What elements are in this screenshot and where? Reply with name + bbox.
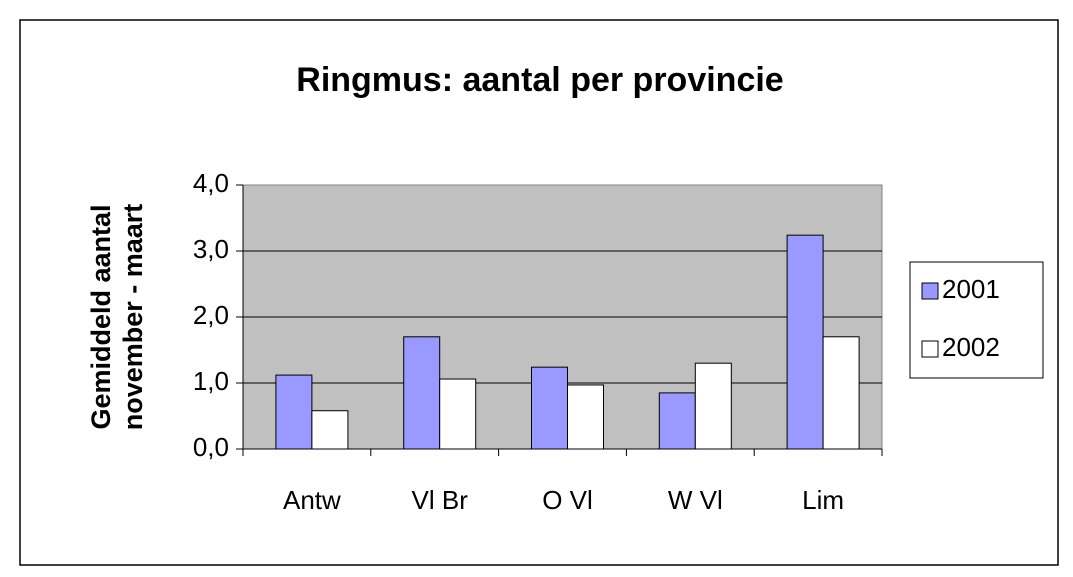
bar (275, 374, 313, 450)
legend-label: 2002 (942, 332, 1000, 362)
legend-label: 2001 (942, 274, 1000, 304)
bar (822, 336, 860, 450)
legend-swatch (921, 340, 939, 358)
y-axis-label: november - maart (118, 204, 148, 431)
bar (531, 366, 568, 450)
bar (567, 384, 604, 450)
bar (658, 392, 696, 450)
y-tick-label: 1,0 (193, 366, 229, 396)
bar (786, 234, 824, 450)
bar (694, 362, 732, 450)
y-tick-label: 2,0 (193, 300, 229, 330)
legend-swatch (921, 282, 939, 300)
legend-box (909, 261, 1044, 379)
x-tick-label: Lim (802, 485, 844, 515)
x-tick-label: W Vl (668, 485, 723, 515)
y-tick-label: 0,0 (193, 432, 229, 462)
x-tick-label: Vl Br (412, 485, 469, 515)
y-tick-label: 3,0 (193, 234, 229, 264)
y-axis-label: Gemiddeld aantal (86, 204, 116, 429)
chart-title: Ringmus: aantal per provincie (296, 61, 783, 99)
bar (403, 336, 441, 450)
y-tick-label: 4,0 (193, 168, 229, 198)
x-tick-label: Antw (283, 485, 341, 515)
bar (311, 410, 349, 450)
bar (439, 378, 477, 450)
x-tick-label: O Vl (542, 485, 593, 515)
